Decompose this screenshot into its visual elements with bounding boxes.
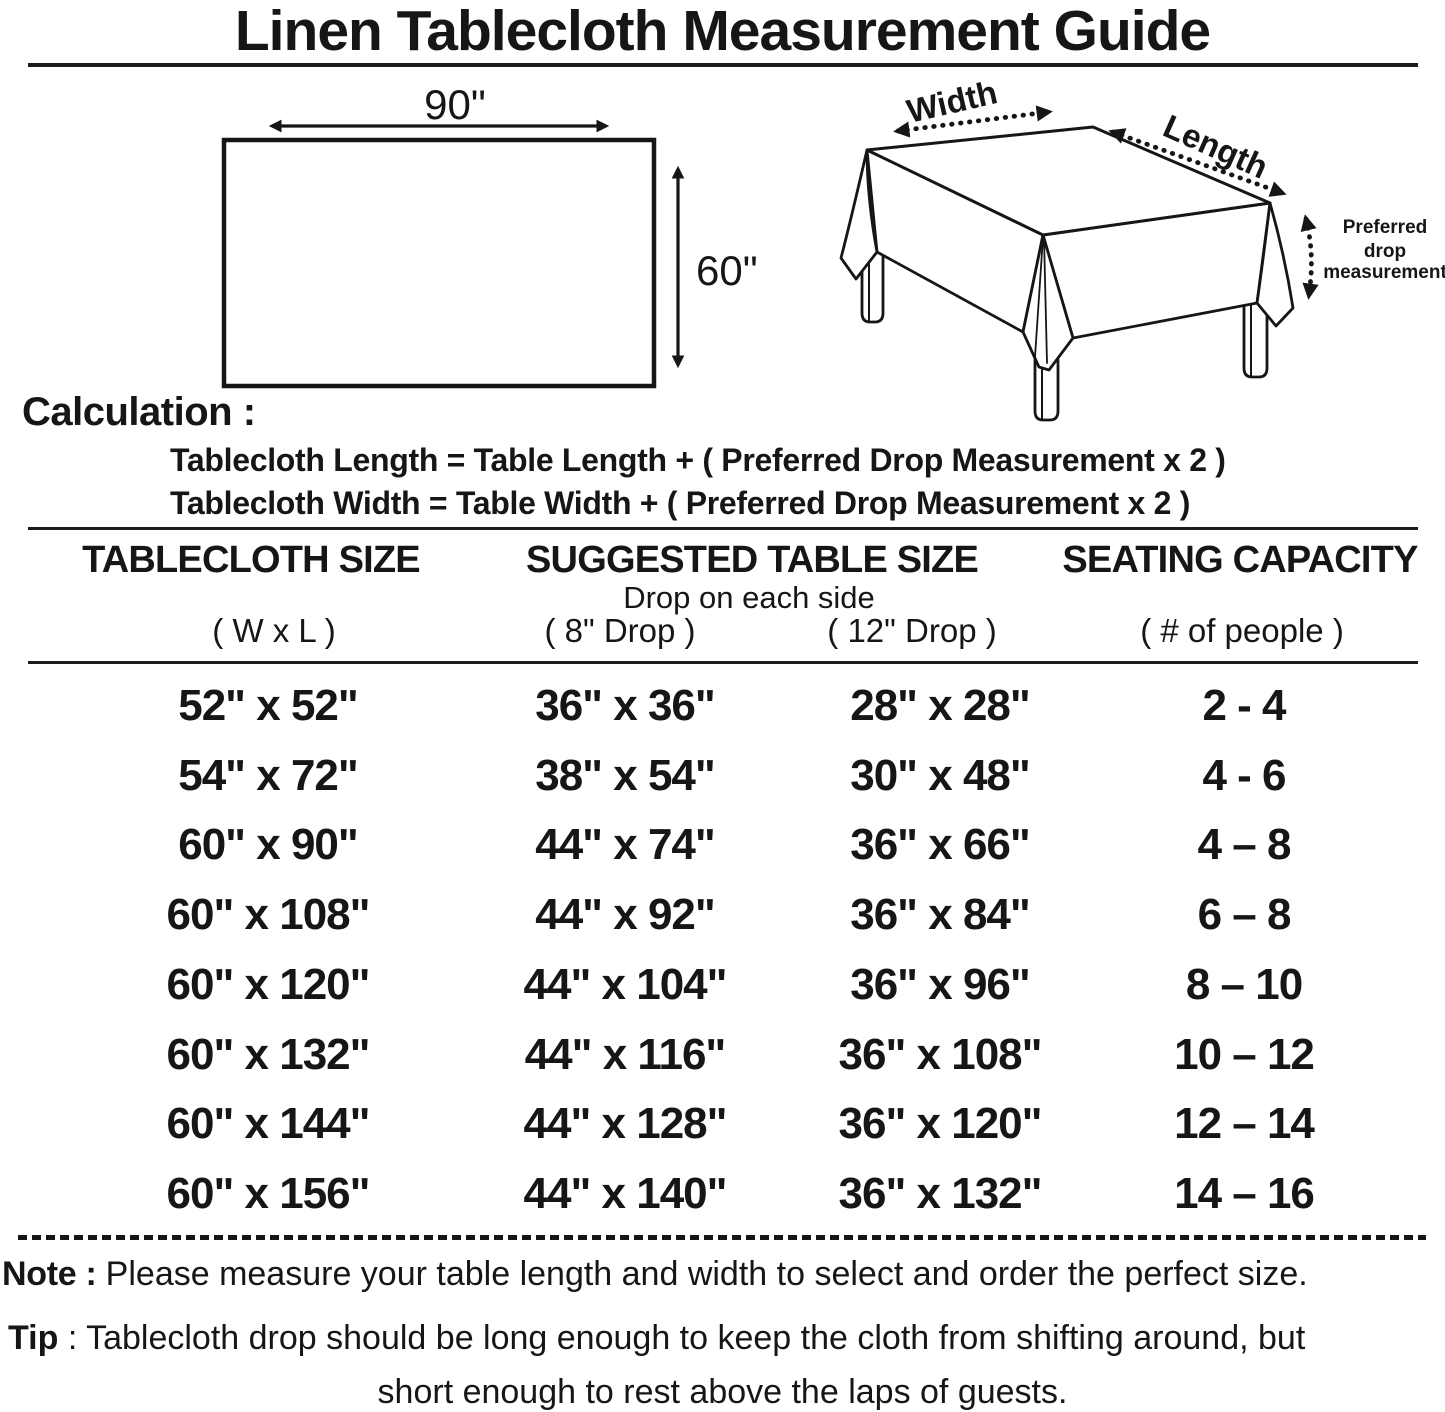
cell-seats: 2 - 4 (1202, 681, 1286, 730)
cell-drop8: 44" x 116" (524, 1030, 727, 1079)
subheader-8in-drop: ( 8" Drop ) (544, 612, 696, 649)
flap-creases (1034, 236, 1048, 364)
table-row: 52" x 52" 36" x 36" 28" x 28" 2 - 4 (0, 684, 1445, 728)
title-divider (28, 63, 1418, 67)
cell-size: 60" x 132" (166, 1030, 371, 1079)
note-label: Note : (2, 1255, 106, 1293)
cell-seats: 4 – 8 (1197, 820, 1292, 869)
subheader-wxl: ( W x L ) (212, 612, 336, 649)
formula-length: Tablecloth Length = Table Length + ( Pre… (170, 442, 1226, 478)
table-row: 60" x 132" 44" x 116" 36" x 108" 10 – 12 (0, 1033, 1445, 1077)
cell-drop12: 30" x 48" (850, 751, 1031, 800)
cell-drop8: 44" x 140" (523, 1169, 728, 1218)
page-title: Linen Tablecloth Measurement Guide (234, 0, 1211, 63)
cell-size: 60" x 156" (166, 1169, 371, 1218)
table-row: 60" x 90" 44" x 74" 36" x 66" 4 – 8 (0, 823, 1445, 867)
cell-size: 60" x 108" (166, 890, 371, 939)
cell-drop12: 36" x 96" (850, 960, 1031, 1009)
subheader-people: ( # of people ) (1140, 612, 1344, 649)
cell-drop8: 44" x 104" (523, 960, 728, 1009)
cell-size: 60" x 144" (166, 1099, 371, 1148)
width-90-label: 90" (424, 81, 486, 128)
draped-table-illustration (839, 125, 1295, 422)
tablecloth-rectangle (221, 137, 657, 389)
tip-label: Tip (8, 1319, 59, 1357)
cell-drop12: 36" x 108" (838, 1030, 1043, 1079)
height-60-label: 60" (696, 247, 758, 294)
cell-drop8: 44" x 128" (523, 1099, 728, 1148)
cell-drop12: 36" x 132" (838, 1169, 1043, 1218)
cell-drop12: 36" x 84" (850, 890, 1031, 939)
cell-drop12: 28" x 28" (850, 681, 1031, 730)
table-row: 60" x 144" 44" x 128" 36" x 120" 12 – 14 (0, 1102, 1445, 1146)
calculation-divider (28, 527, 1418, 530)
table-row: 60" x 108" 44" x 92" 36" x 84" 6 – 8 (0, 893, 1445, 937)
column-header-suggested-table-size: SUGGESTED TABLE SIZE (526, 539, 979, 581)
svg-text:drop: drop (1364, 241, 1406, 262)
cell-drop12: 36" x 66" (850, 820, 1031, 869)
cell-seats: 6 – 8 (1197, 890, 1292, 939)
tip-text-line1: Tip : Tablecloth drop should be long eno… (8, 1318, 1445, 1358)
cell-seats: 12 – 14 (1174, 1099, 1315, 1148)
tip-text-line2: short enough to rest above the laps of g… (377, 1373, 1068, 1411)
cell-seats: 8 – 10 (1185, 960, 1303, 1009)
dashed-divider (18, 1235, 1426, 1240)
subheader-12in-drop: ( 12" Drop ) (827, 612, 997, 649)
header-divider (28, 661, 1418, 664)
length-arrow (1108, 128, 1287, 197)
width-arrow (893, 105, 1053, 138)
cell-seats: 10 – 12 (1174, 1030, 1315, 1079)
table-row: 60" x 156" 44" x 140" 36" x 132" 14 – 16 (0, 1172, 1445, 1216)
drop-on-each-side-note: Drop on each side (623, 580, 875, 615)
table-row: 60" x 120" 44" x 104" 36" x 96" 8 – 10 (0, 963, 1445, 1007)
cell-drop8: 38" x 54" (535, 751, 716, 800)
cell-size: 60" x 90" (178, 820, 359, 869)
cell-size: 54" x 72" (178, 751, 359, 800)
cell-drop12: 36" x 120" (838, 1099, 1043, 1148)
svg-text:Preferred: Preferred (1343, 217, 1428, 238)
cell-drop8: 44" x 74" (535, 820, 716, 869)
column-header-seating-capacity: SEATING CAPACITY (1062, 539, 1418, 581)
column-header-tablecloth-size: TABLECLOTH SIZE (82, 539, 421, 581)
drop-arrow (1300, 214, 1319, 300)
cell-size: 60" x 120" (166, 960, 371, 1009)
formula-width: Tablecloth Width = Table Width + ( Prefe… (170, 485, 1191, 521)
cell-seats: 14 – 16 (1174, 1169, 1315, 1218)
calculation-heading: Calculation : (22, 390, 256, 434)
drop-measurement-label: Preferred drop measurement (1323, 217, 1445, 283)
tip-body: : Tablecloth drop should be long enough … (58, 1319, 1306, 1357)
cell-drop8: 44" x 92" (535, 890, 716, 939)
svg-text:measurement: measurement (1323, 262, 1445, 283)
cell-drop8: 36" x 36" (535, 681, 716, 730)
measurement-diagram: 90" 60" Width Length Preferred drop meas… (221, 73, 1445, 422)
table-row: 54" x 72" 38" x 54" 30" x 48" 4 - 6 (0, 754, 1445, 798)
cell-seats: 4 - 6 (1202, 751, 1286, 800)
right-corner-flap (1255, 201, 1295, 328)
note-body: Please measure your table length and wid… (105, 1255, 1308, 1293)
cell-size: 52" x 52" (178, 681, 359, 730)
left-corner-flap (839, 148, 879, 281)
note-text: Note : Please measure your table length … (2, 1254, 1445, 1294)
